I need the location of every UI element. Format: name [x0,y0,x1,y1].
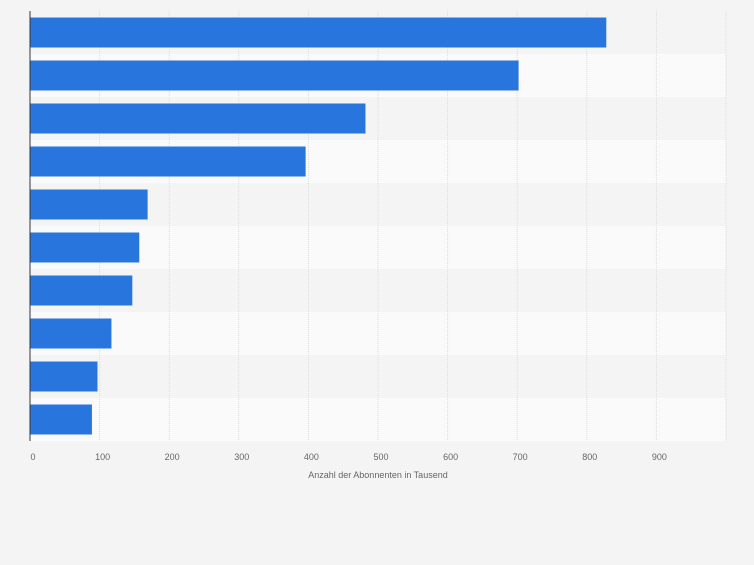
bar [30,318,112,349]
bar [30,103,366,134]
x-tick-label: 600 [443,452,458,462]
bar [30,17,607,48]
bar [30,189,148,220]
bar [30,146,306,177]
bar [30,361,98,392]
bar [30,404,92,435]
row-band [30,355,726,398]
x-tick-label: 700 [513,452,528,462]
gridlines [99,11,727,441]
x-tick-label: 100 [95,452,110,462]
x-tick-label: 400 [304,452,319,462]
x-tick-label: 300 [234,452,249,462]
x-tick-label: 0 [30,452,35,462]
bars [30,17,607,435]
bar [30,232,140,263]
row-band [30,269,726,312]
x-tick-label: 800 [582,452,597,462]
x-axis-ticks: 0 100 200 300 400 500 600 700 800 900 [30,452,666,462]
x-tick-label: 900 [652,452,667,462]
x-tick-label: 500 [373,452,388,462]
bar [30,275,133,306]
x-tick-label: 200 [165,452,180,462]
x-axis-label: Anzahl der Abonnenten in Tausend [308,470,447,480]
bar [30,60,519,91]
